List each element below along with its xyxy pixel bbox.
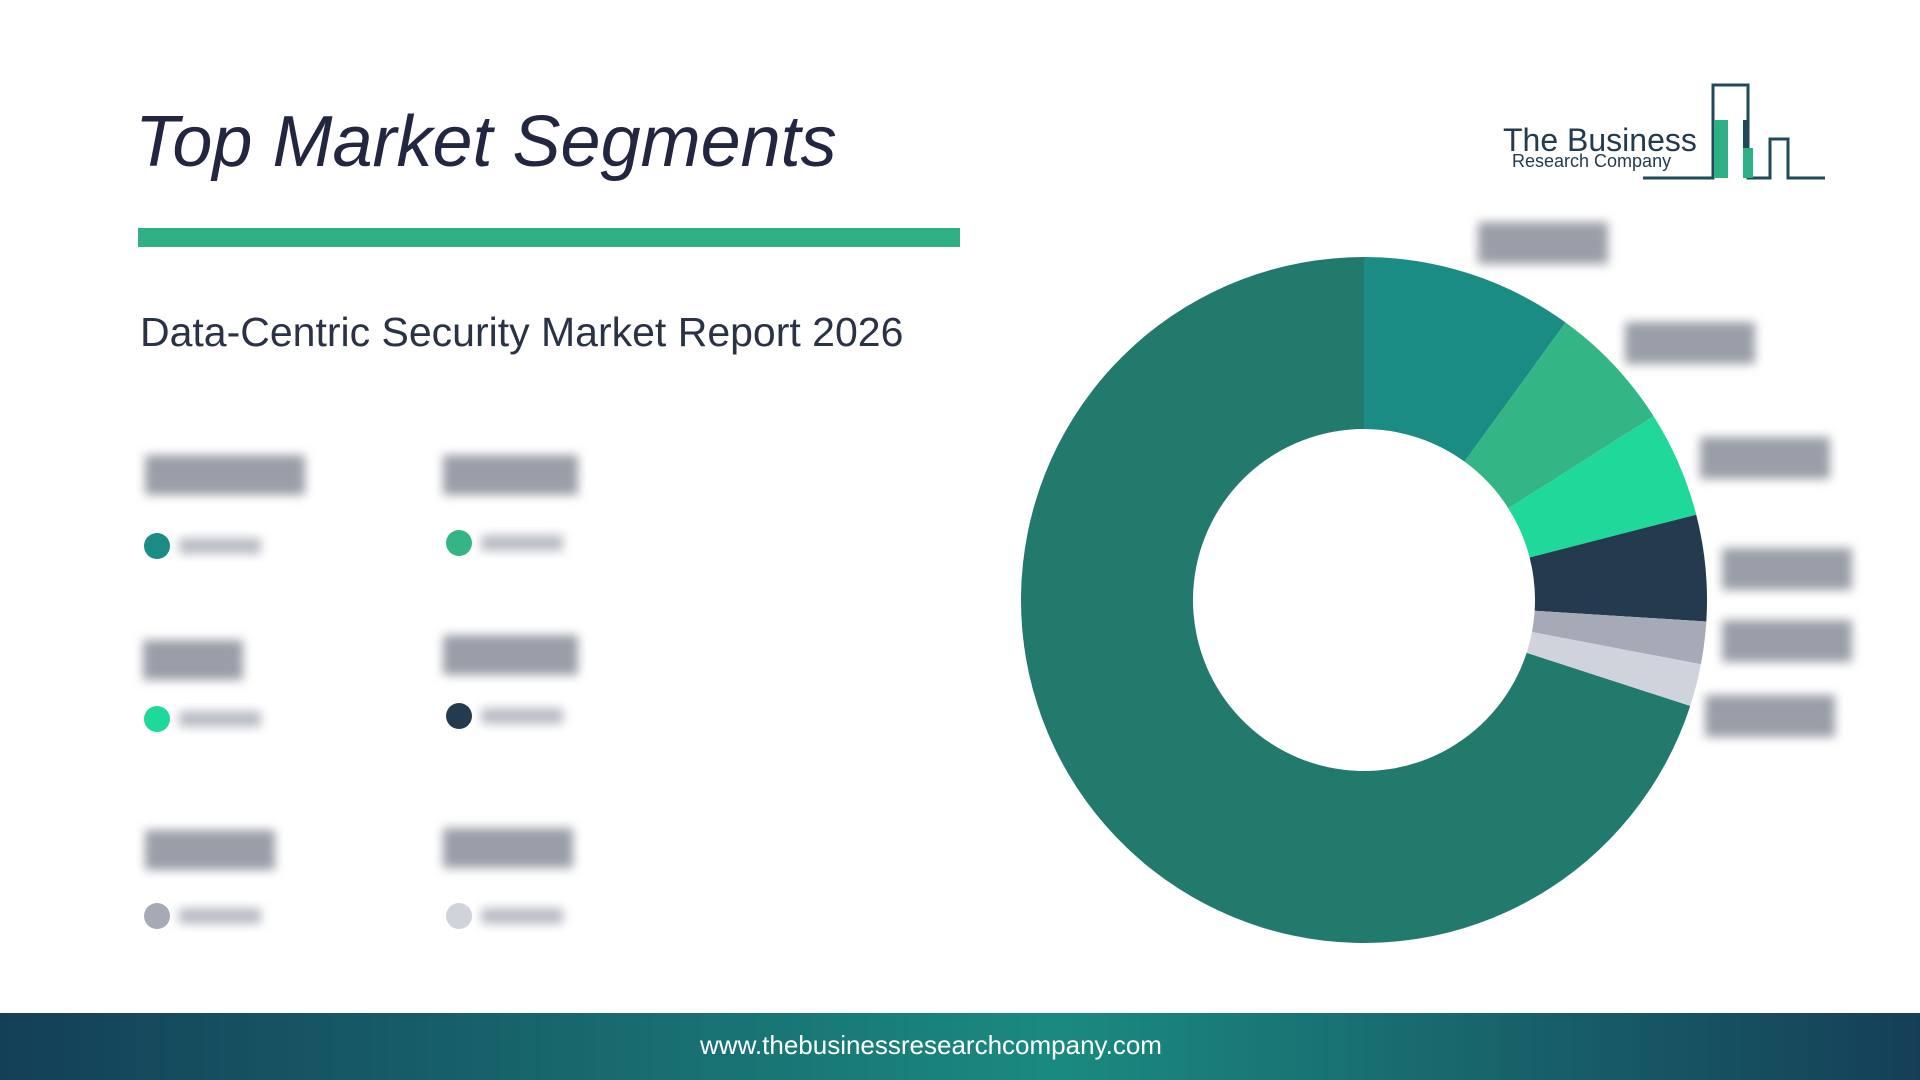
blurred-value [143, 640, 243, 680]
blurred-value [1722, 620, 1852, 662]
legend-swatch [144, 533, 170, 559]
donut-chart [1021, 257, 1707, 943]
logo-text: The Business [1503, 122, 1697, 158]
logo-icon [1714, 120, 1728, 178]
legend-swatch [446, 530, 472, 556]
blurred-label [481, 908, 563, 924]
blurred-value [1700, 437, 1830, 479]
blurred-value [1478, 222, 1608, 264]
blurred-label [179, 711, 261, 727]
logo-text: Research Company [1512, 151, 1671, 171]
logo-icon [1743, 148, 1753, 178]
blurred-label [179, 908, 261, 924]
blurred-value [443, 635, 578, 675]
blurred-value [145, 455, 305, 495]
legend-swatch [144, 706, 170, 732]
legend [144, 530, 472, 929]
blurred-value [443, 455, 578, 495]
blurred-value [1722, 548, 1852, 590]
donut-segment [1526, 632, 1701, 706]
blurred-value [443, 828, 573, 868]
logo: The Business Research Company [1503, 83, 1825, 180]
blurred-label [179, 538, 261, 554]
blurred-labels [143, 222, 1852, 924]
title-underline [138, 228, 960, 247]
footer-bar [0, 1013, 1920, 1080]
blurred-value [1625, 322, 1755, 364]
blurred-label [481, 535, 563, 551]
legend-swatch [446, 703, 472, 729]
blurred-label [481, 708, 563, 724]
subtitle: Data-Centric Security Market Report 2026 [140, 309, 903, 355]
title: Top Market Segments [135, 102, 837, 182]
footer-url: www.thebusinessresearchcompany.com [699, 1030, 1162, 1060]
donut-segment [1529, 514, 1707, 622]
donut-segment [1021, 257, 1691, 943]
logo-icon [1643, 83, 1825, 180]
donut-segment [1364, 257, 1566, 462]
blurred-value [145, 830, 275, 870]
legend-swatch [446, 903, 472, 929]
blurred-value [1705, 695, 1835, 737]
legend-swatch [144, 903, 170, 929]
donut-segment [1508, 416, 1697, 558]
donut-segment [1531, 610, 1707, 665]
donut-segment [1464, 322, 1654, 509]
